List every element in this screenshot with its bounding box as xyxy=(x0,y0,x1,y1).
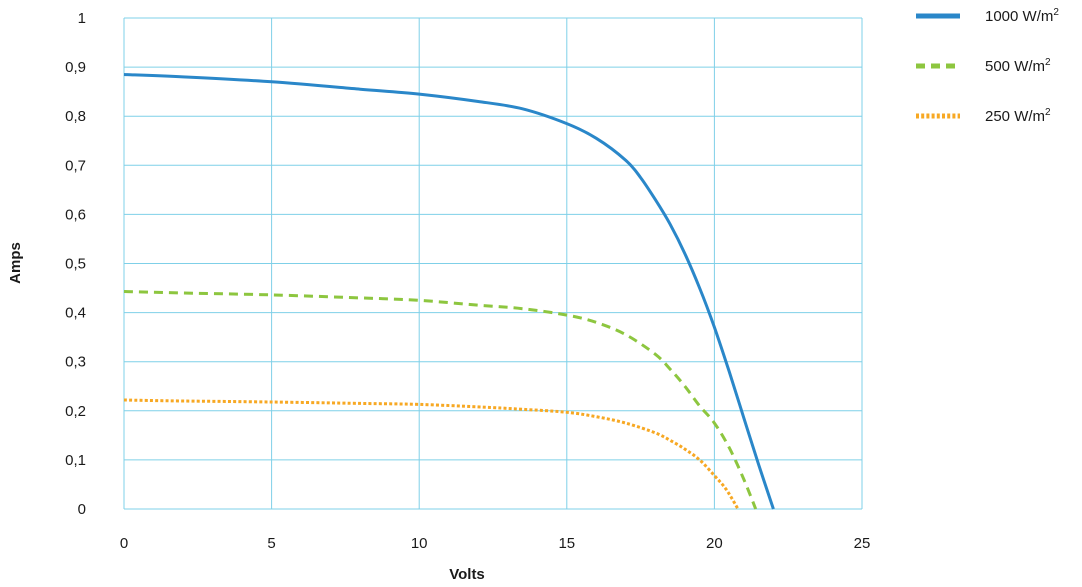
y-tick-label: 0,5 xyxy=(65,256,86,273)
y-tick-label: 0,6 xyxy=(65,206,86,223)
legend-label-superscript: 2 xyxy=(1053,7,1059,18)
y-axis-ticks: 0 0,1 0,2 0,3 0,4 0,5 0,6 0,7 0,8 0,9 1 xyxy=(65,10,86,518)
y-axis-title: Amps xyxy=(7,242,24,284)
legend-label-superscript: 2 xyxy=(1045,107,1051,118)
legend-label-2: 500 W/m2 xyxy=(985,57,1051,75)
y-tick-label: 1 xyxy=(78,10,86,27)
y-tick-label: 0,8 xyxy=(65,108,86,125)
x-axis-title: Volts xyxy=(449,566,485,583)
grid-lines xyxy=(123,17,863,510)
y-tick-label: 0 xyxy=(78,501,86,518)
x-tick-label: 20 xyxy=(706,535,723,552)
x-tick-label: 10 xyxy=(411,535,428,552)
legend-label-3: 250 W/m2 xyxy=(985,107,1051,125)
x-tick-label: 0 xyxy=(120,535,128,552)
legend-label-text: 250 W/m xyxy=(985,108,1045,125)
x-tick-label: 25 xyxy=(854,535,871,552)
y-tick-label: 0,9 xyxy=(65,59,86,76)
y-tick-label: 0,2 xyxy=(65,403,86,420)
series-line-1 xyxy=(123,73,775,510)
x-axis-ticks: 0 5 10 15 20 25 xyxy=(120,535,871,552)
y-tick-label: 0,4 xyxy=(65,305,86,322)
legend-label-1: 1000 W/m2 xyxy=(985,7,1059,25)
legend-label-superscript: 2 xyxy=(1045,57,1051,68)
x-tick-label: 15 xyxy=(558,535,575,552)
y-tick-label: 0,1 xyxy=(65,452,86,469)
legend-label-text: 1000 W/m xyxy=(985,8,1053,25)
series-lines xyxy=(123,73,775,510)
x-tick-label: 5 xyxy=(267,535,275,552)
y-tick-label: 0,7 xyxy=(65,157,86,174)
y-tick-label: 0,3 xyxy=(65,354,86,371)
legend-label-text: 500 W/m xyxy=(985,58,1045,75)
series-line-2 xyxy=(123,290,758,510)
series-line-3 xyxy=(123,398,740,510)
